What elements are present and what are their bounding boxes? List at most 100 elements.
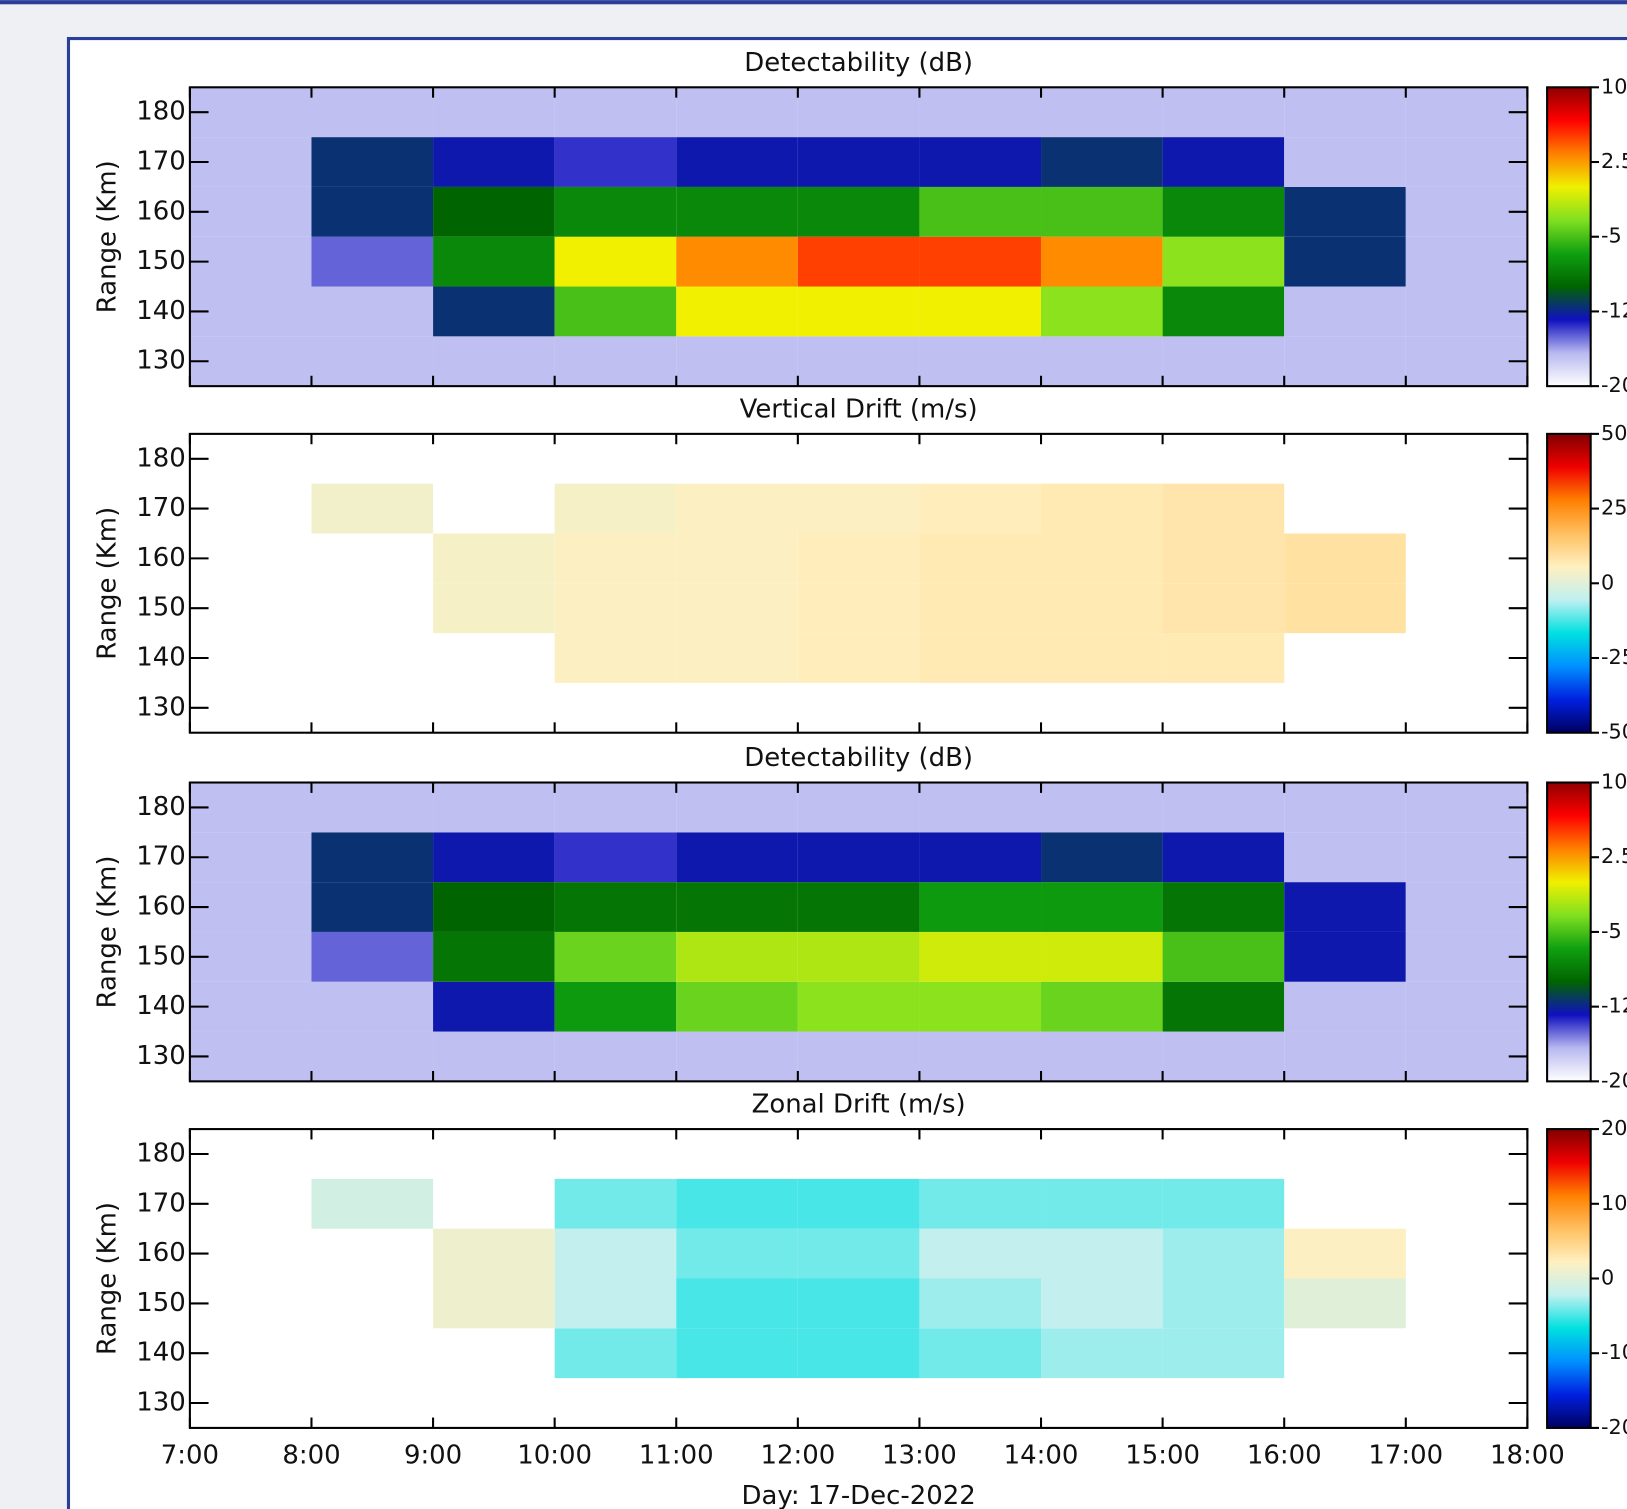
heat-cell: [311, 981, 434, 1032]
heat-cell: [1041, 336, 1163, 387]
heat-cell: [676, 286, 798, 337]
heat-cell: [311, 137, 434, 187]
heat-cell: [676, 1178, 798, 1229]
y-tick-label: 170: [136, 842, 186, 872]
heat-cell: [676, 336, 798, 387]
heat-cell: [1162, 1328, 1285, 1379]
heat-cell: [797, 483, 920, 534]
heat-cell: [919, 782, 1042, 833]
heat-cell: [919, 832, 1042, 883]
heat-cell: [554, 483, 677, 534]
x-tick-label: 13:00: [882, 1440, 957, 1470]
heat-cell: [1405, 1031, 1528, 1082]
colorbar-tick-label: -20: [1601, 373, 1627, 397]
heat-cell: [919, 533, 1042, 584]
heat-cell: [676, 832, 798, 883]
heat-cell: [1405, 186, 1528, 237]
heat-cell: [919, 1278, 1042, 1329]
heat-cell: [919, 1228, 1042, 1279]
y-tick-label: 160: [136, 543, 186, 573]
heat-cell: [1041, 583, 1163, 634]
heat-cell: [311, 1178, 434, 1229]
heat-cell: [311, 87, 434, 138]
heat-cell: [1162, 782, 1285, 833]
heat-cell: [797, 1228, 920, 1279]
y-tick-label: 180: [136, 443, 186, 473]
heat-cell: [1041, 87, 1163, 138]
x-tick-label: 10:00: [517, 1440, 592, 1470]
x-tick-label: 7:00: [161, 1440, 219, 1470]
heat-cell: [1284, 832, 1406, 883]
heat-cell: [1284, 137, 1406, 187]
heat-cell: [554, 1178, 677, 1229]
heat-cell: [1041, 137, 1163, 187]
heat-cell: [189, 286, 312, 337]
y-tick-label: 160: [136, 892, 186, 922]
y-tick-label: 160: [136, 196, 186, 226]
heat-cell: [433, 882, 555, 932]
heat-cell: [676, 882, 798, 932]
heat-cell: [1041, 1278, 1163, 1329]
heat-cell: [919, 286, 1042, 337]
heat-cell: [433, 1278, 555, 1329]
heat-cell: [1041, 533, 1163, 584]
plot-frame: [188, 1128, 1529, 1429]
x-tick-label: 18:00: [1490, 1440, 1565, 1470]
colorbar-tick-label: 10: [1601, 770, 1627, 794]
heat-cell: [797, 336, 920, 387]
heat-cell: [1284, 336, 1406, 387]
heat-cell: [1162, 483, 1285, 534]
heat-cell: [1405, 931, 1528, 982]
heat-cell: [1405, 981, 1528, 1032]
heat-cell: [433, 1228, 555, 1279]
heat-cell: [797, 186, 920, 237]
heat-cell: [311, 186, 434, 237]
heat-cell: [1284, 286, 1406, 337]
heat-cell: [311, 832, 434, 883]
heat-cell: [1162, 832, 1285, 883]
heat-cell: [311, 1031, 434, 1082]
heat-cell: [1162, 1228, 1285, 1279]
heat-cell: [1284, 1278, 1406, 1329]
heat-cell: [797, 236, 920, 287]
heat-cell: [1041, 981, 1163, 1032]
heat-cell: [189, 186, 312, 237]
heat-cell: [189, 782, 312, 833]
colorbar-tick-label: 100: [1601, 1191, 1627, 1215]
y-tick-label: 150: [136, 246, 186, 276]
heat-cell: [919, 882, 1042, 932]
heat-cell: [1041, 931, 1163, 982]
heat-cell: [433, 87, 555, 138]
heat-cell: [433, 832, 555, 883]
y-tick-label: 150: [136, 941, 186, 971]
heat-cell: [433, 137, 555, 187]
heat-cell: [1041, 782, 1163, 833]
heat-cell: [1162, 633, 1285, 683]
heat-cell: [1162, 186, 1285, 237]
y-tick-label: 180: [136, 97, 186, 127]
plot-frame: [188, 86, 1529, 388]
heat-cell: [554, 137, 677, 187]
heat-cell: [919, 931, 1042, 982]
heat-cell: [1405, 832, 1528, 883]
heat-cell: [1162, 981, 1285, 1032]
heat-cell: [1405, 87, 1528, 138]
heat-cell: [433, 186, 555, 237]
y-tick-label: 140: [136, 1338, 186, 1368]
heat-cell: [1041, 832, 1163, 883]
heat-cell: [1284, 981, 1406, 1032]
heat-cell: [797, 832, 920, 883]
colorbar: [1546, 781, 1592, 1083]
heat-cell: [1041, 236, 1163, 287]
heat-cell: [189, 87, 312, 138]
heat-cell: [797, 981, 920, 1032]
heat-cell: [797, 633, 920, 683]
heat-cell: [554, 286, 677, 337]
heat-cell: [1162, 1178, 1285, 1229]
colorbar-tick-label: 50: [1601, 421, 1627, 445]
heat-cell: [797, 1278, 920, 1329]
heat-cell: [1041, 286, 1163, 337]
heat-cell: [1284, 1228, 1406, 1279]
heat-cell: [1405, 782, 1528, 833]
heat-cell: [1162, 931, 1285, 982]
